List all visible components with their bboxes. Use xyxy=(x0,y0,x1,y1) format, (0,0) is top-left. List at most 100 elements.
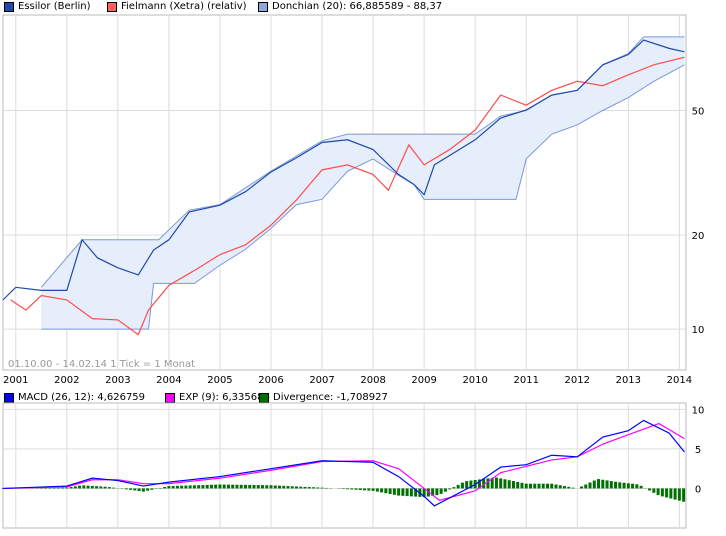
legend-label: MACD (26, 12): 4,626759 xyxy=(18,392,146,403)
divergence-bar xyxy=(197,485,201,489)
divergence-bar xyxy=(401,488,405,496)
divergence-bar xyxy=(346,488,350,490)
divergence-bar xyxy=(61,487,65,489)
essilor-line xyxy=(2,39,685,301)
divergence-bar xyxy=(248,484,252,489)
divergence-bar xyxy=(73,486,77,489)
divergence-bar xyxy=(350,488,354,490)
divergence-bar xyxy=(486,478,490,489)
divergence-bar xyxy=(209,484,213,489)
x-tick-label: 2008 xyxy=(360,375,385,386)
macd-line xyxy=(2,419,685,507)
divergence-bar xyxy=(469,480,473,489)
divergence-bar xyxy=(571,487,575,489)
divergence-bar xyxy=(443,488,447,492)
divergence-bar xyxy=(95,486,99,489)
divergence-bar xyxy=(146,488,150,491)
divergence-bar xyxy=(524,483,528,489)
divergence-bar xyxy=(554,484,558,489)
divergence-bar xyxy=(256,485,260,489)
divergence-bar xyxy=(673,488,677,500)
x-tick-label: 2003 xyxy=(105,375,130,386)
divergence-bar xyxy=(112,487,116,489)
divergence-bar xyxy=(158,487,162,489)
divergence-bar xyxy=(192,485,196,489)
divergence-bar xyxy=(511,481,515,489)
divergence-bar xyxy=(82,485,86,489)
divergence-bar xyxy=(482,478,486,489)
x-tick-label: 2001 xyxy=(3,375,28,386)
divergence-bar xyxy=(171,485,175,489)
x-tick-label: 2014 xyxy=(667,375,692,386)
divergence-bar xyxy=(584,484,588,489)
divergence-bar xyxy=(422,488,426,498)
divergence-bar xyxy=(222,484,226,489)
divergence-bar xyxy=(648,488,652,491)
divergence-bar xyxy=(614,481,618,489)
divergence-bar xyxy=(141,488,145,492)
divergence-bar xyxy=(99,486,103,489)
divergence-bar xyxy=(86,485,90,489)
swatch xyxy=(258,1,268,12)
divergence-bar xyxy=(260,485,264,489)
swatch xyxy=(4,1,14,12)
divergence-bar xyxy=(456,484,460,489)
divergence-bar xyxy=(592,480,596,489)
divergence-bar xyxy=(601,479,605,489)
divergence-bar xyxy=(129,488,133,490)
divergence-bar xyxy=(90,485,94,489)
y-tick-label: 50 xyxy=(692,106,705,117)
divergence-bar xyxy=(278,485,282,489)
legend-label: Fielmann (Xetra) (relativ) xyxy=(121,1,247,12)
divergence-bar xyxy=(588,482,592,489)
divergence-bar xyxy=(218,484,222,489)
divergence-bar xyxy=(435,488,439,496)
divergence-bar xyxy=(558,485,562,489)
legend-label: Essilor (Berlin) xyxy=(18,1,91,12)
donchian-lower xyxy=(41,64,685,330)
divergence-bar xyxy=(290,486,294,489)
y-tick-label: 20 xyxy=(692,231,705,242)
divergence-bar xyxy=(150,488,154,490)
divergence-bar xyxy=(78,485,82,489)
divergence-bar xyxy=(580,486,584,489)
divergence-bar xyxy=(499,478,503,489)
y-tick-label: 10 xyxy=(692,325,705,336)
x-tick-label: 2006 xyxy=(258,375,283,386)
divergence-bar xyxy=(163,486,167,489)
divergence-bar xyxy=(269,485,273,489)
legend-fielmann: Fielmann (Xetra) (relativ) xyxy=(107,1,247,12)
swatch xyxy=(259,392,269,403)
divergence-bar xyxy=(312,487,316,489)
divergence-bar xyxy=(316,487,320,489)
legend-label: Donchian (20): 66,885589 - 88,37 xyxy=(272,1,443,12)
x-tick-label: 2009 xyxy=(411,375,436,386)
divergence-bar xyxy=(414,488,418,497)
divergence-bar xyxy=(550,483,554,489)
divergence-bar xyxy=(252,485,256,489)
divergence-bar xyxy=(324,487,328,489)
divergence-bar xyxy=(52,487,56,489)
divergence-bar xyxy=(175,485,179,489)
divergence-bar xyxy=(618,482,622,489)
x-tick-label: 2011 xyxy=(513,375,538,386)
divergence-bar xyxy=(180,485,184,489)
divergence-bar xyxy=(665,488,669,498)
divergence-bar xyxy=(375,488,379,492)
y-tick-label: 10 xyxy=(692,405,705,416)
x-tick-label: 2012 xyxy=(565,375,590,386)
legend-macd: MACD (26, 12): 4,626759 xyxy=(4,392,145,403)
divergence-bar xyxy=(516,481,520,489)
divergence-bar xyxy=(303,486,307,489)
divergence-bar xyxy=(545,483,549,489)
divergence-bar xyxy=(214,484,218,489)
divergence-bar xyxy=(307,487,311,489)
divergence-bar xyxy=(563,486,567,489)
divergence-bar xyxy=(541,483,545,489)
divergence-bar xyxy=(320,487,324,489)
macd-plot-frame xyxy=(2,402,687,529)
divergence-bar xyxy=(660,488,664,497)
divergence-bar xyxy=(652,488,656,493)
divergence-bar xyxy=(605,480,609,489)
swatch xyxy=(107,1,117,12)
